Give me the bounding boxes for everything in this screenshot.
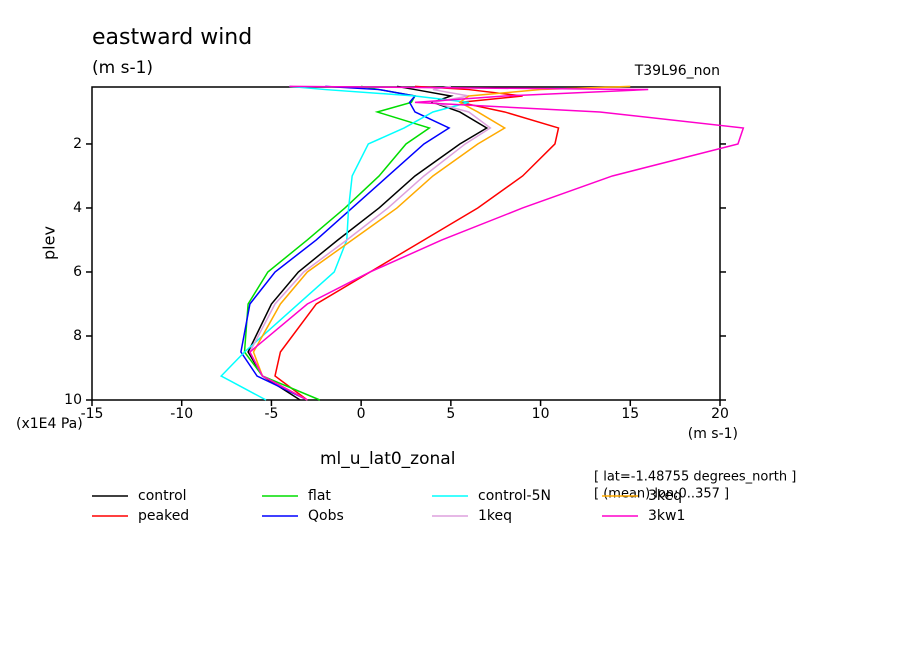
legend-label: control — [138, 488, 187, 504]
chart-title: eastward wind — [92, 25, 252, 50]
series-line — [248, 85, 745, 401]
chart-subtitle: (m s-1) — [92, 58, 153, 78]
y-axis-label: plev — [40, 226, 59, 260]
series-line — [274, 85, 560, 401]
x-tick-label: 20 — [711, 406, 729, 422]
run-label: T39L96_non — [634, 63, 720, 79]
y-unit: (x1E4 Pa) — [16, 416, 83, 432]
y-tick-label: 2 — [73, 136, 82, 152]
legend-label: 3keq — [648, 488, 682, 504]
x-tick-label: 5 — [446, 406, 455, 422]
x-tick-label: -10 — [170, 406, 193, 422]
x-tick-label: 10 — [532, 406, 550, 422]
x-tick-label: -5 — [264, 406, 278, 422]
series-line — [249, 85, 492, 401]
legend-label: control-5N — [478, 488, 551, 504]
x-tick-label: 0 — [357, 406, 366, 422]
y-tick-label: 4 — [73, 200, 82, 216]
annotation: [ lat=-1.48755 degrees_north ] — [594, 470, 796, 485]
y-tick-label: 10 — [64, 392, 82, 408]
y-tick-label: 6 — [73, 264, 82, 280]
legend-label: 3kw1 — [648, 508, 685, 524]
legend-label: 1keq — [478, 508, 512, 524]
legend-label: flat — [308, 488, 331, 504]
x-tick-label: -15 — [81, 406, 104, 422]
x-unit: (m s-1) — [688, 426, 738, 442]
x-tick-label: 15 — [621, 406, 639, 422]
annotation: [ (mean) lon:0..357 ] — [594, 487, 729, 502]
legend-label: Qobs — [308, 508, 344, 524]
series-line — [240, 85, 451, 401]
x-axis-label: ml_u_lat0_zonal — [320, 449, 455, 469]
y-tick-label: 8 — [73, 328, 82, 344]
legend-label: peaked — [138, 508, 189, 524]
series-line — [247, 85, 489, 401]
